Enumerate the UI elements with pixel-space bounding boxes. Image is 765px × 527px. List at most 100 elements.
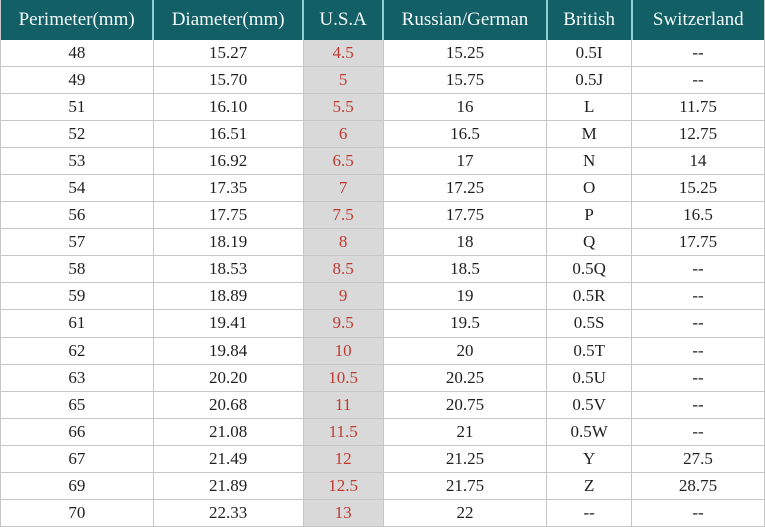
table-cell-switzerland: 28.75 bbox=[631, 472, 765, 500]
table-cell-switzerland: -- bbox=[631, 309, 765, 338]
table-cell-russian-german: 19 bbox=[383, 282, 548, 311]
table-cell-switzerland: -- bbox=[631, 364, 765, 392]
table-cell-u-s-a: 10 bbox=[303, 337, 384, 365]
table-row: 53 16.92 6.5 17 N 14 bbox=[0, 147, 765, 176]
table-row: 67 21.49 12 21.25 Y 27.5 bbox=[0, 445, 765, 473]
table-cell-diameter-mm: 22.33 bbox=[153, 499, 304, 527]
table-cell-diameter-mm: 21.49 bbox=[153, 445, 304, 473]
table-row: 57 18.19 8 18 Q 17.75 bbox=[0, 228, 765, 257]
table-row: 65 20.68 11 20.75 0.5V -- bbox=[0, 391, 765, 419]
table-cell-switzerland: -- bbox=[631, 418, 765, 446]
table-cell-u-s-a: 12.5 bbox=[303, 472, 384, 500]
table-cell-diameter-mm: 20.68 bbox=[153, 391, 304, 419]
table-cell-russian-german: 22 bbox=[383, 499, 548, 527]
table-cell-perimeter-mm: 57 bbox=[0, 228, 154, 257]
table-cell-british: 0.5R bbox=[546, 282, 633, 311]
table-cell-russian-german: 18 bbox=[383, 228, 548, 257]
table-cell-u-s-a: 6 bbox=[303, 120, 384, 149]
table-cell-perimeter-mm: 53 bbox=[0, 147, 154, 176]
table-cell-british: 0.5Q bbox=[546, 255, 633, 284]
table-cell-british: 0.5U bbox=[546, 364, 633, 392]
table-cell-u-s-a: 8.5 bbox=[303, 255, 384, 284]
table-row: 70 22.33 13 22 -- -- bbox=[0, 499, 765, 527]
table-cell-british: Y bbox=[546, 445, 633, 473]
table-cell-perimeter-mm: 69 bbox=[0, 472, 154, 500]
table-cell-british: O bbox=[546, 174, 633, 203]
table-cell-british: L bbox=[546, 93, 633, 122]
table-cell-u-s-a: 5.5 bbox=[303, 93, 384, 122]
table-cell-russian-german: 16 bbox=[383, 93, 548, 122]
table-cell-u-s-a: 13 bbox=[303, 499, 384, 527]
table-cell-diameter-mm: 17.35 bbox=[153, 174, 304, 203]
table-cell-russian-german: 18.5 bbox=[383, 255, 548, 284]
table-cell-switzerland: 15.25 bbox=[631, 174, 765, 203]
table-cell-russian-german: 17 bbox=[383, 147, 548, 176]
table-row: 56 17.75 7.5 17.75 P 16.5 bbox=[0, 201, 765, 230]
table-cell-switzerland: -- bbox=[631, 282, 765, 311]
table-cell-russian-german: 17.25 bbox=[383, 174, 548, 203]
table-cell-diameter-mm: 16.92 bbox=[153, 147, 304, 176]
table-cell-russian-german: 17.75 bbox=[383, 201, 548, 230]
table-cell-perimeter-mm: 54 bbox=[0, 174, 154, 203]
table-row: 69 21.89 12.5 21.75 Z 28.75 bbox=[0, 472, 765, 500]
table-cell-diameter-mm: 18.19 bbox=[153, 228, 304, 257]
table-cell-british: 0.5V bbox=[546, 391, 633, 419]
table-cell-perimeter-mm: 58 bbox=[0, 255, 154, 284]
table-cell-perimeter-mm: 51 bbox=[0, 93, 154, 122]
table-cell-u-s-a: 12 bbox=[303, 445, 384, 473]
column-header-diameter-mm: Diameter(mm) bbox=[153, 0, 305, 40]
table-cell-russian-german: 21.75 bbox=[383, 472, 548, 500]
table-row: 63 20.20 10.5 20.25 0.5U -- bbox=[0, 364, 765, 392]
table-cell-perimeter-mm: 56 bbox=[0, 201, 154, 230]
column-header-russian-german: Russian/German bbox=[383, 0, 548, 40]
table-row: 49 15.70 5 15.75 0.5J -- bbox=[0, 66, 765, 95]
table-cell-perimeter-mm: 63 bbox=[0, 364, 154, 392]
table-row: 58 18.53 8.5 18.5 0.5Q -- bbox=[0, 255, 765, 284]
table-cell-russian-german: 19.5 bbox=[383, 309, 548, 338]
table-cell-perimeter-mm: 67 bbox=[0, 445, 154, 473]
table-row: 52 16.51 6 16.5 M 12.75 bbox=[0, 120, 765, 149]
table-cell-diameter-mm: 15.70 bbox=[153, 66, 304, 95]
table-cell-british: 0.5S bbox=[546, 309, 633, 338]
table-cell-russian-german: 16.5 bbox=[383, 120, 548, 149]
table-cell-british: 0.5J bbox=[546, 66, 633, 95]
table-cell-russian-german: 15.75 bbox=[383, 66, 548, 95]
table-row: 54 17.35 7 17.25 O 15.25 bbox=[0, 174, 765, 203]
column-header-u-s-a: U.S.A bbox=[303, 0, 385, 40]
table-cell-russian-german: 21.25 bbox=[383, 445, 548, 473]
table-cell-diameter-mm: 21.08 bbox=[153, 418, 304, 446]
table-cell-switzerland: -- bbox=[631, 40, 765, 68]
table-cell-perimeter-mm: 70 bbox=[0, 499, 154, 527]
table-cell-russian-german: 20.25 bbox=[383, 364, 548, 392]
column-header-british: British bbox=[546, 0, 633, 40]
table-cell-british: Q bbox=[546, 228, 633, 257]
column-header-switzerland: Switzerland bbox=[631, 0, 765, 40]
table-cell-perimeter-mm: 52 bbox=[0, 120, 154, 149]
table-cell-u-s-a: 9 bbox=[303, 282, 384, 311]
column-header-perimeter-mm: Perimeter(mm) bbox=[0, 0, 155, 40]
table-cell-diameter-mm: 16.51 bbox=[153, 120, 304, 149]
table-cell-british: 0.5T bbox=[546, 337, 633, 365]
table-cell-switzerland: -- bbox=[631, 66, 765, 95]
table-cell-british: N bbox=[546, 147, 633, 176]
table-cell-switzerland: -- bbox=[631, 499, 765, 527]
header-row: Perimeter(mm) Diameter(mm) U.S.A Russian/Ge… bbox=[0, 0, 765, 40]
table-row: 48 15.27 4.5 15.25 0.5I -- bbox=[0, 40, 765, 68]
table-cell-british: Z bbox=[546, 472, 633, 500]
table-cell-diameter-mm: 16.10 bbox=[153, 93, 304, 122]
table-cell-u-s-a: 10.5 bbox=[303, 364, 384, 392]
table-cell-british: -- bbox=[546, 499, 633, 527]
table-cell-switzerland: -- bbox=[631, 391, 765, 419]
table-cell-russian-german: 21 bbox=[383, 418, 548, 446]
table-cell-u-s-a: 7 bbox=[303, 174, 384, 203]
table-cell-diameter-mm: 20.20 bbox=[153, 364, 304, 392]
table-cell-u-s-a: 4.5 bbox=[303, 40, 384, 68]
table-cell-u-s-a: 9.5 bbox=[303, 309, 384, 338]
table-cell-switzerland: -- bbox=[631, 255, 765, 284]
table-row: 51 16.10 5.5 16 L 11.75 bbox=[0, 93, 765, 122]
table-cell-perimeter-mm: 59 bbox=[0, 282, 154, 311]
table-cell-u-s-a: 11 bbox=[303, 391, 384, 419]
table-cell-switzerland: 17.75 bbox=[631, 228, 765, 257]
table-cell-switzerland: 27.5 bbox=[631, 445, 765, 473]
